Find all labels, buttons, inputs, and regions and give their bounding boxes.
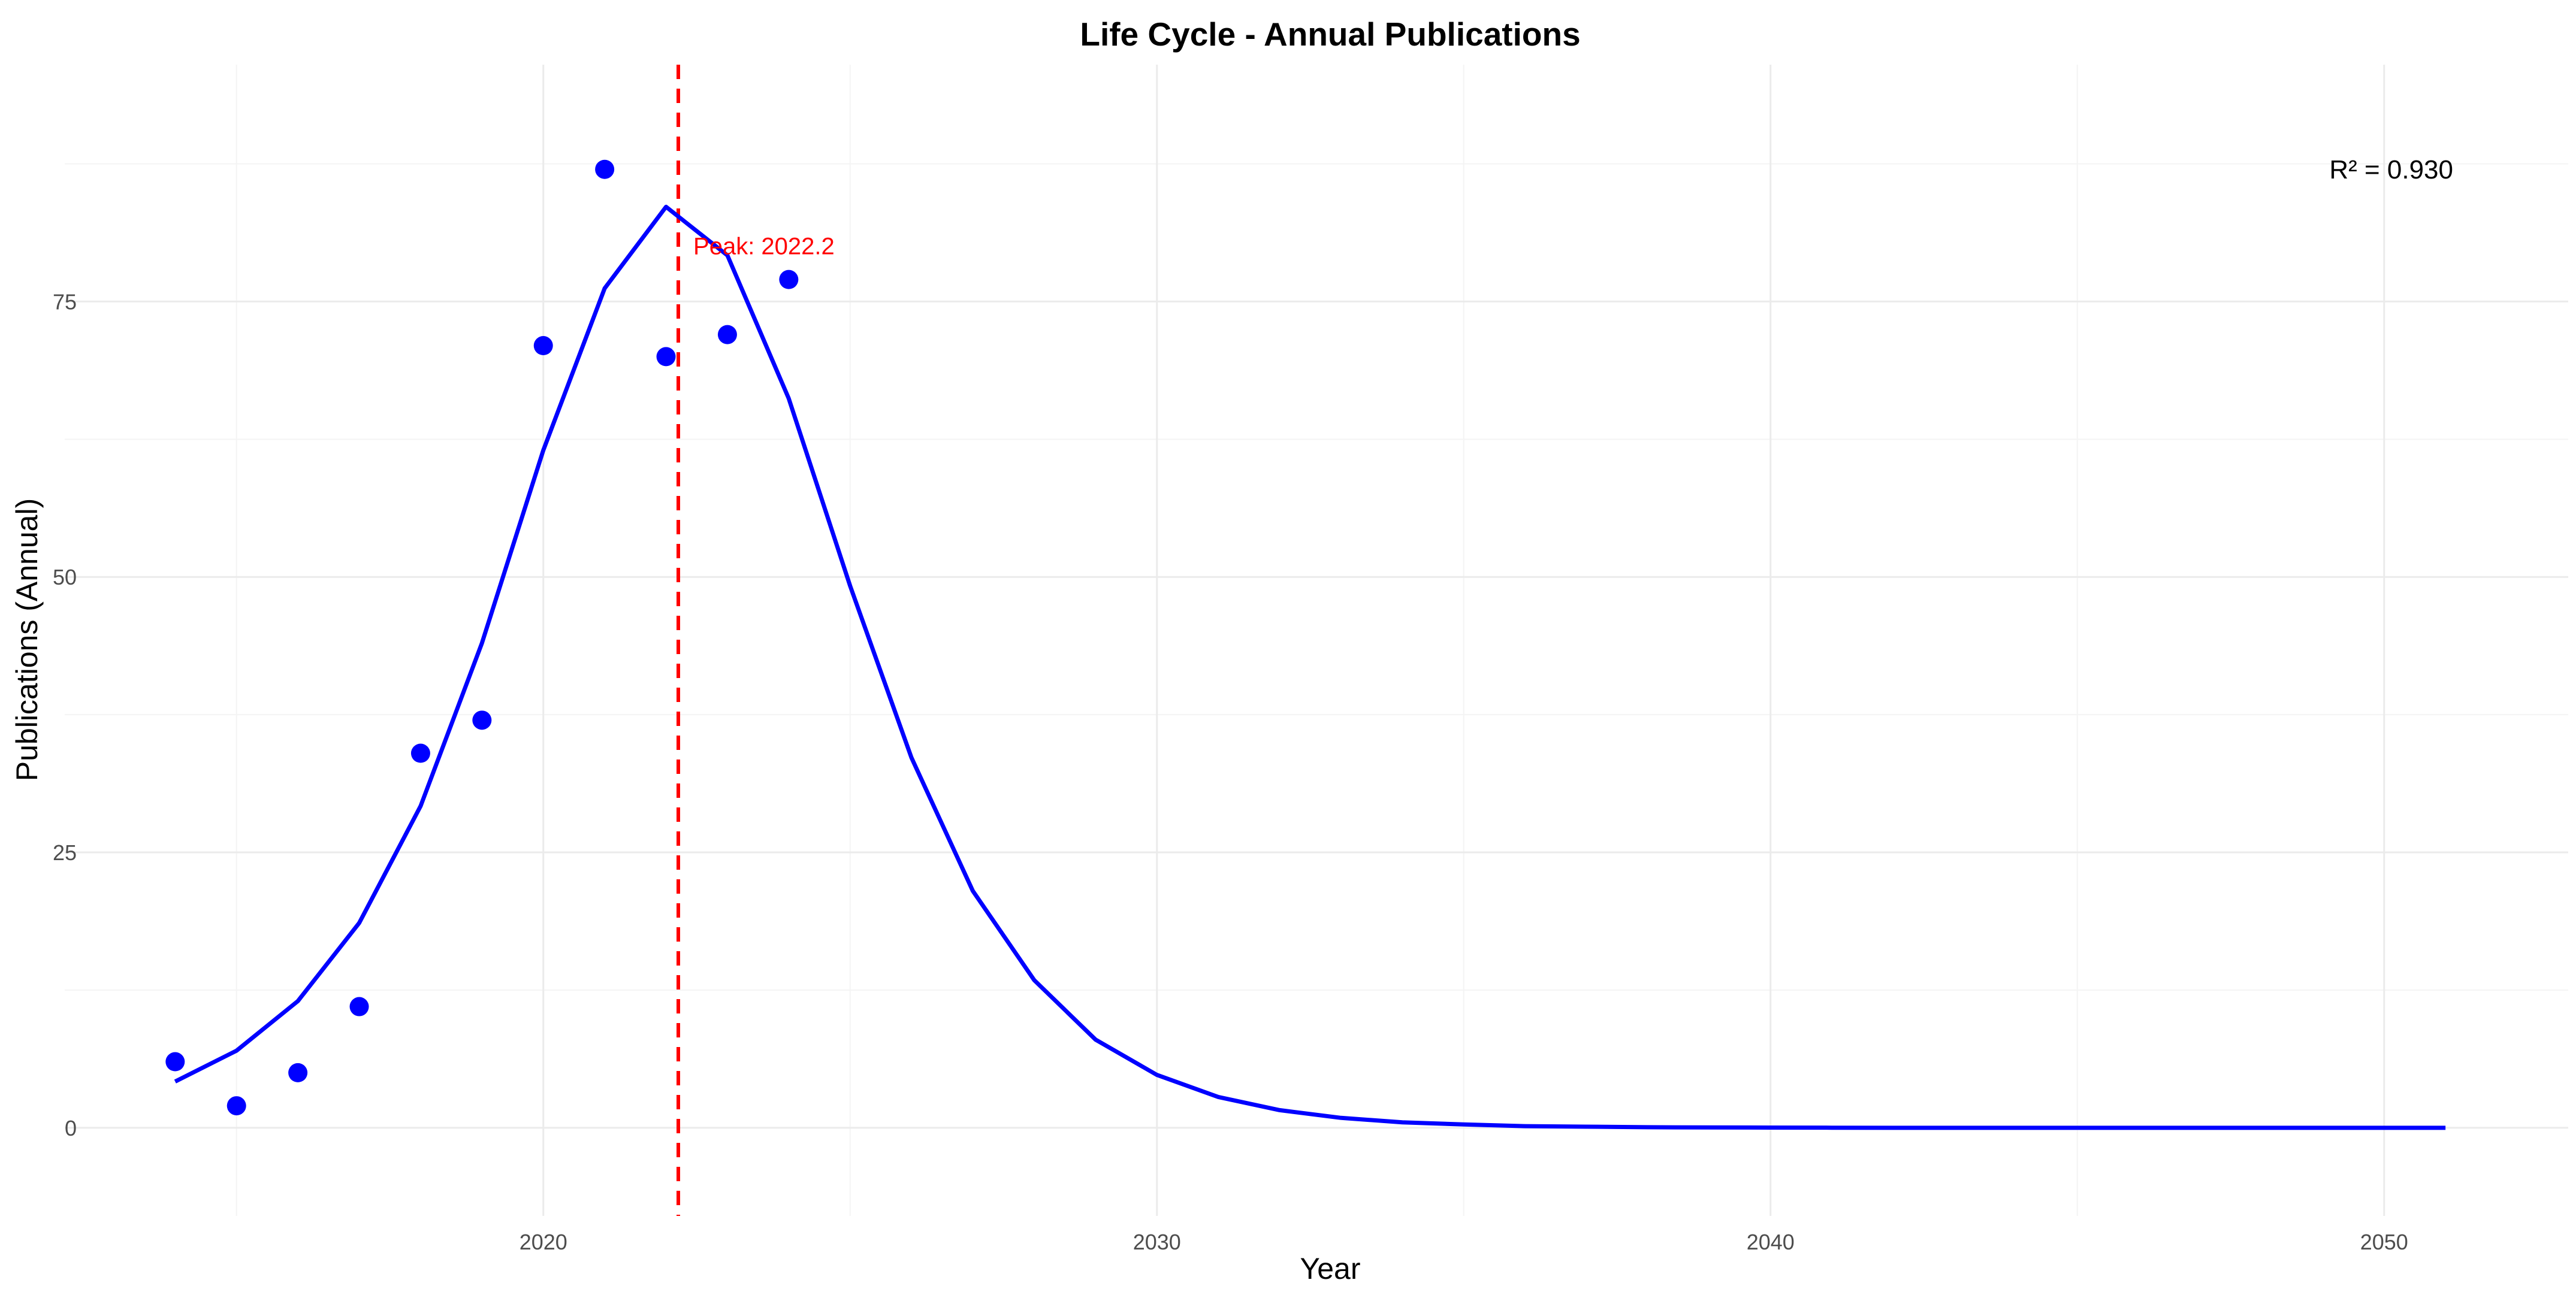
x-tick-label: 2020 — [520, 1230, 567, 1254]
x-axis-title: Year — [1300, 1252, 1360, 1285]
data-point — [595, 159, 615, 179]
data-point — [288, 1063, 308, 1082]
x-tick-label: 2050 — [2360, 1230, 2408, 1254]
data-point — [656, 347, 676, 367]
series-layer — [165, 159, 2446, 1130]
y-tick-label: 75 — [53, 289, 77, 314]
x-tick-label: 2030 — [1133, 1230, 1181, 1254]
data-point — [227, 1096, 246, 1116]
chart-title: Life Cycle - Annual Publications — [1080, 16, 1580, 53]
fitted-curve-line — [174, 204, 2446, 1130]
y-axis-title: Publications (Annual) — [10, 498, 44, 782]
y-tick-label: 25 — [53, 840, 77, 865]
tick-labels: 2020 2030 2040 2050 0 25 50 75 — [53, 289, 2408, 1254]
data-point — [410, 743, 430, 763]
data-point — [472, 710, 492, 730]
x-tick-label: 2040 — [1747, 1230, 1795, 1254]
data-point — [717, 325, 737, 344]
data-point — [533, 336, 553, 356]
data-point — [165, 1052, 185, 1072]
r-squared-label: R² = 0.930 — [2329, 155, 2453, 184]
y-tick-label: 50 — [53, 565, 77, 589]
y-tick-label: 0 — [65, 1116, 77, 1140]
data-point — [349, 997, 369, 1016]
data-point — [779, 270, 799, 289]
peak-label: Peak: 2022.2 — [693, 233, 835, 259]
